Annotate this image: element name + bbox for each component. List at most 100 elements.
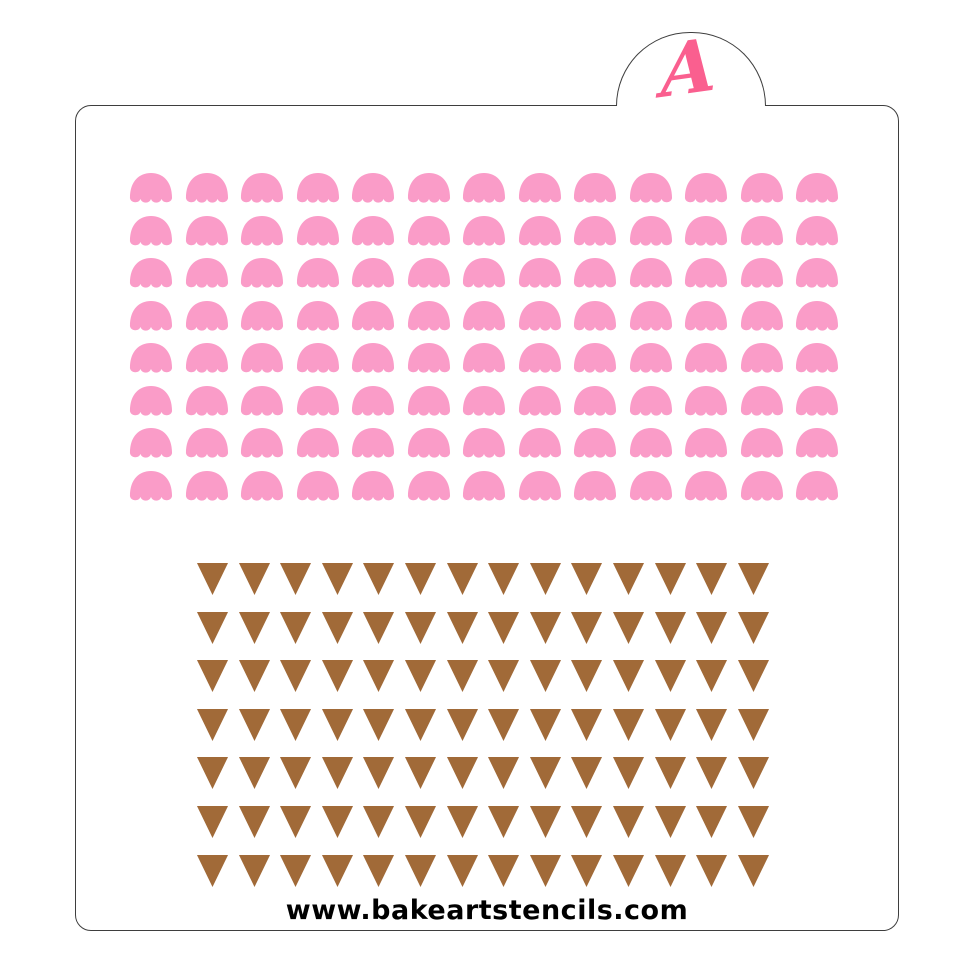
cone-shape: [529, 854, 562, 888]
cone-shape: [321, 756, 354, 790]
scoop-shape: [351, 470, 395, 504]
cone-shape: [529, 805, 562, 839]
cone-shape: [487, 708, 520, 742]
scoop-shape: [795, 427, 839, 461]
scoop-shape: [462, 342, 506, 376]
scoop-shape: [185, 300, 229, 334]
cone-shape: [196, 708, 229, 742]
scoop-shape: [629, 172, 673, 206]
scoop-shape: [462, 427, 506, 461]
scoop-shape: [629, 385, 673, 419]
cone-shape: [612, 562, 645, 596]
scoop-shape: [407, 470, 451, 504]
scoop-shape: [351, 300, 395, 334]
cone-shape: [737, 805, 770, 839]
cone-shape: [321, 659, 354, 693]
cone-shape: [570, 708, 603, 742]
cone-shape: [238, 708, 271, 742]
scoop-shape: [185, 257, 229, 291]
cone-shape: [570, 854, 603, 888]
cone-shape: [279, 562, 312, 596]
scoop-shape: [129, 257, 173, 291]
scoop-shape: [407, 427, 451, 461]
cone-shape: [279, 756, 312, 790]
cone-shape: [612, 611, 645, 645]
scoop-shape: [129, 427, 173, 461]
scoop-shape: [518, 470, 562, 504]
scoop-shape: [629, 470, 673, 504]
cone-shape: [321, 708, 354, 742]
scoop-shape: [684, 342, 728, 376]
scoop-shape: [684, 172, 728, 206]
scoop-shape: [629, 257, 673, 291]
scoop-shape: [240, 172, 284, 206]
scoop-shape: [296, 215, 340, 249]
scoop-shape: [129, 385, 173, 419]
scoop-shape: [462, 172, 506, 206]
cone-shape: [487, 805, 520, 839]
scoop-shape: [518, 172, 562, 206]
scoop-shape: [795, 470, 839, 504]
scoop-shape: [185, 172, 229, 206]
cone-shape: [279, 805, 312, 839]
scoop-shape: [129, 172, 173, 206]
scoop-shape: [573, 215, 617, 249]
cone-shape: [529, 562, 562, 596]
scoop-shape: [629, 342, 673, 376]
cone-shape: [695, 611, 728, 645]
cone-shape: [404, 708, 437, 742]
cone-shape: [654, 854, 687, 888]
scoop-shape: [351, 172, 395, 206]
scoop-shape: [684, 257, 728, 291]
cone-shape: [529, 611, 562, 645]
scoop-shape: [351, 257, 395, 291]
cone-shape: [321, 611, 354, 645]
scoop-shape: [684, 427, 728, 461]
scoop-shape: [407, 215, 451, 249]
scoop-shape: [462, 470, 506, 504]
scoop-shape: [795, 342, 839, 376]
cone-shape: [487, 611, 520, 645]
cone-shape: [362, 562, 395, 596]
scoop-shape: [351, 385, 395, 419]
scoop-shape: [518, 215, 562, 249]
scoop-shape: [795, 257, 839, 291]
scoop-shape: [518, 257, 562, 291]
cone-shape: [362, 659, 395, 693]
cone-shape: [529, 659, 562, 693]
scoop-shape: [518, 300, 562, 334]
scoop-shape: [185, 427, 229, 461]
scoop-shape: [573, 257, 617, 291]
scoop-shape: [240, 257, 284, 291]
scoop-shape: [462, 215, 506, 249]
scoop-shape: [740, 257, 784, 291]
scoop-shape: [795, 215, 839, 249]
cone-shape: [695, 562, 728, 596]
cone-shape: [695, 756, 728, 790]
scoop-shape: [240, 385, 284, 419]
scoop-shape: [296, 385, 340, 419]
cone-shape: [695, 805, 728, 839]
cone-shape: [695, 854, 728, 888]
cone-shape: [654, 756, 687, 790]
cone-shape: [737, 611, 770, 645]
scoop-shape: [740, 385, 784, 419]
cone-shape: [612, 854, 645, 888]
cone-shape: [737, 854, 770, 888]
cone-shape: [446, 611, 479, 645]
cone-shape: [654, 805, 687, 839]
cone-shape: [487, 562, 520, 596]
cone-shape: [695, 708, 728, 742]
cone-shape: [196, 562, 229, 596]
scoop-shape: [573, 385, 617, 419]
cone-shape: [570, 611, 603, 645]
scoop-shape: [740, 427, 784, 461]
brand-logo-letter: A: [658, 20, 718, 115]
scoop-shape: [185, 470, 229, 504]
stencil-hang-tab: A: [616, 21, 766, 114]
scoop-shape: [740, 172, 784, 206]
cone-shape: [404, 854, 437, 888]
scoop-shape: [407, 385, 451, 419]
scoop-shape: [629, 300, 673, 334]
